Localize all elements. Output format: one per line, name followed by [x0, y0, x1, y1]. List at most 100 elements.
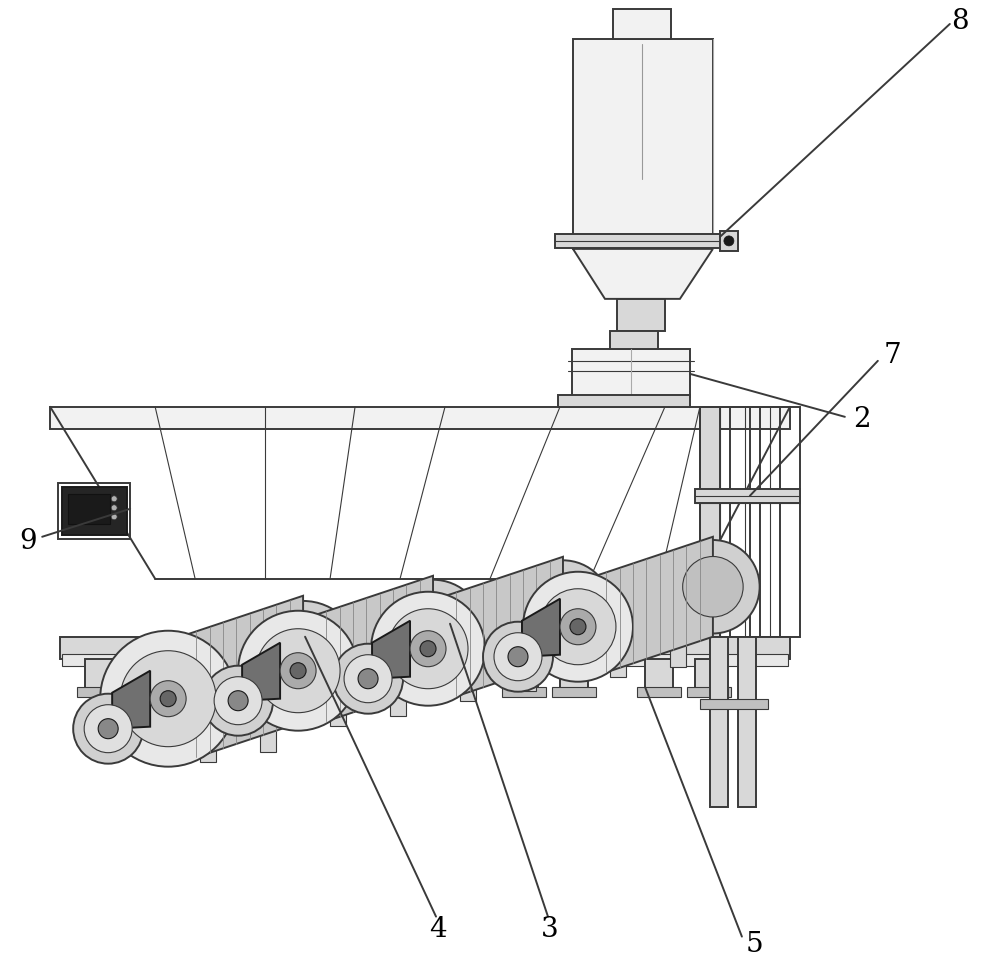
Polygon shape — [183, 596, 303, 762]
Circle shape — [150, 681, 186, 717]
Bar — [555, 234, 730, 249]
Circle shape — [515, 560, 611, 657]
Circle shape — [540, 589, 616, 665]
Text: 5: 5 — [746, 930, 764, 957]
Circle shape — [333, 644, 403, 714]
Bar — [77, 687, 121, 697]
Circle shape — [523, 572, 633, 682]
Circle shape — [666, 540, 760, 634]
Circle shape — [214, 677, 262, 725]
Bar — [720, 232, 738, 252]
Circle shape — [683, 557, 743, 617]
Circle shape — [358, 669, 378, 689]
Circle shape — [256, 629, 340, 713]
Bar — [260, 637, 276, 752]
Circle shape — [494, 633, 542, 681]
Circle shape — [483, 622, 553, 692]
Bar — [760, 407, 780, 637]
Bar — [670, 637, 686, 667]
Bar — [62, 654, 788, 666]
Circle shape — [400, 598, 466, 664]
Bar — [695, 489, 800, 504]
Bar — [60, 637, 790, 659]
Bar — [695, 659, 723, 689]
Circle shape — [228, 691, 248, 711]
Bar — [127, 687, 171, 697]
Circle shape — [280, 653, 316, 689]
Bar — [502, 687, 546, 697]
Polygon shape — [573, 250, 713, 300]
Circle shape — [245, 602, 361, 717]
Text: 9: 9 — [19, 528, 37, 554]
Bar — [420, 659, 448, 689]
Bar — [572, 350, 690, 398]
Circle shape — [724, 236, 734, 247]
Bar — [610, 637, 626, 677]
Bar — [62, 487, 127, 535]
Bar — [330, 637, 346, 726]
Bar — [227, 687, 271, 697]
Bar — [637, 687, 681, 697]
Bar — [200, 637, 216, 762]
Circle shape — [111, 496, 117, 503]
Circle shape — [382, 580, 484, 682]
Circle shape — [238, 611, 358, 731]
Bar — [68, 494, 110, 525]
Circle shape — [508, 647, 528, 667]
Text: 2: 2 — [853, 406, 871, 432]
Bar — [520, 637, 536, 691]
Circle shape — [290, 663, 306, 679]
Bar — [613, 10, 671, 40]
Bar — [552, 687, 596, 697]
Circle shape — [570, 619, 586, 635]
Text: 7: 7 — [884, 342, 902, 369]
Circle shape — [388, 609, 468, 689]
Circle shape — [203, 666, 273, 736]
Bar — [85, 659, 113, 689]
Bar — [700, 699, 768, 709]
Circle shape — [420, 641, 436, 657]
Polygon shape — [242, 643, 280, 701]
Bar — [730, 407, 750, 637]
Bar — [235, 659, 263, 689]
Bar — [367, 687, 411, 697]
Bar — [58, 483, 130, 539]
Bar — [390, 637, 406, 716]
Bar — [687, 687, 731, 697]
Text: 4: 4 — [429, 915, 447, 942]
Polygon shape — [372, 621, 410, 679]
Bar — [645, 659, 673, 689]
Bar — [558, 395, 690, 407]
Bar — [135, 659, 163, 689]
Bar — [412, 687, 456, 697]
Bar — [617, 300, 665, 332]
Text: 8: 8 — [951, 9, 969, 36]
Bar — [510, 659, 538, 689]
Bar — [272, 687, 316, 697]
Polygon shape — [112, 671, 150, 729]
Circle shape — [560, 609, 596, 645]
Polygon shape — [443, 557, 563, 701]
Circle shape — [266, 622, 340, 697]
Bar — [738, 637, 756, 807]
Bar — [700, 407, 720, 637]
Polygon shape — [313, 577, 433, 726]
Circle shape — [98, 719, 118, 739]
Circle shape — [532, 578, 594, 640]
Circle shape — [111, 505, 117, 511]
Circle shape — [73, 694, 143, 764]
Bar — [560, 659, 588, 689]
Text: 3: 3 — [541, 915, 559, 942]
Bar — [710, 637, 728, 807]
Circle shape — [111, 514, 117, 520]
Circle shape — [160, 691, 176, 707]
Circle shape — [344, 655, 392, 702]
Polygon shape — [522, 599, 560, 657]
Circle shape — [371, 592, 485, 706]
Bar — [700, 407, 800, 637]
Polygon shape — [593, 537, 713, 677]
Bar — [50, 407, 790, 430]
Circle shape — [84, 705, 132, 752]
Bar — [375, 659, 403, 689]
Bar — [610, 332, 658, 350]
